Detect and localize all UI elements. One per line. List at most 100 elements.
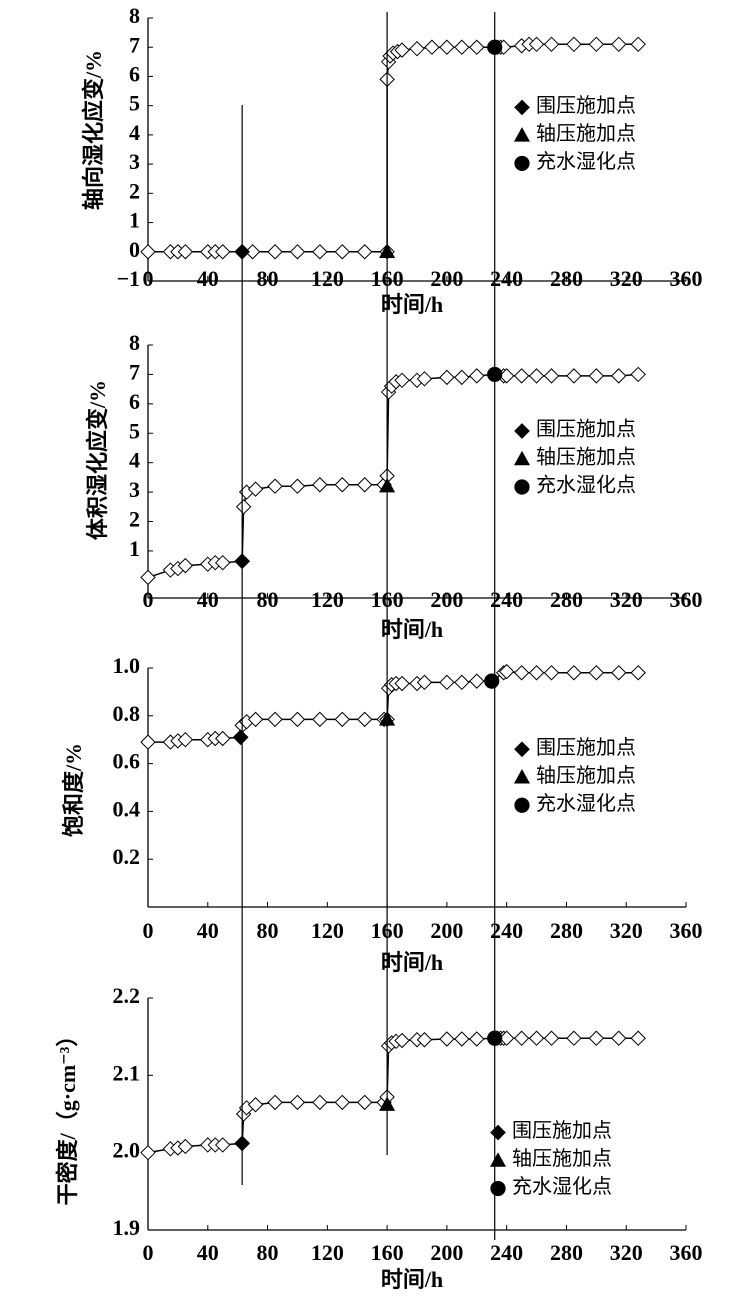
diamond-marker bbox=[177, 557, 194, 574]
diamond-marker bbox=[289, 711, 306, 728]
y-tick-label: 7 bbox=[129, 32, 140, 57]
triangle-marker bbox=[513, 450, 531, 466]
triangle-marker bbox=[513, 127, 531, 142]
diamond-marker bbox=[215, 554, 231, 571]
y-tick-label: 7 bbox=[129, 359, 140, 384]
diamond-marker bbox=[312, 711, 328, 728]
x-tick-label: 240 bbox=[490, 918, 523, 943]
diamond-marker bbox=[454, 674, 470, 691]
diamond-marker bbox=[424, 39, 440, 55]
diamond-marker bbox=[588, 36, 605, 53]
diamond-marker bbox=[543, 665, 560, 681]
diamond-marker bbox=[439, 369, 455, 386]
x-tick-label: 200 bbox=[430, 587, 463, 612]
diamond-marker bbox=[140, 569, 156, 586]
diamond-marker bbox=[543, 36, 560, 53]
diamond-marker bbox=[177, 1138, 194, 1155]
y-tick-label: 5 bbox=[129, 418, 140, 443]
diamond-marker bbox=[611, 665, 627, 681]
y-axis-title: 体积湿化应变/% bbox=[85, 380, 110, 540]
diamond-marker bbox=[416, 674, 433, 691]
diamond-marker bbox=[232, 729, 249, 746]
diamond-marker bbox=[394, 1032, 410, 1049]
y-tick-label: 1.9 bbox=[113, 1215, 141, 1240]
y-tick-label: 1 bbox=[129, 208, 140, 233]
y-tick-label: 0.2 bbox=[113, 844, 141, 869]
x-tick-label: 40 bbox=[197, 918, 219, 943]
y-tick-label: 1.0 bbox=[113, 653, 141, 678]
diamond-marker bbox=[247, 1097, 264, 1113]
diamond-marker bbox=[215, 1137, 231, 1153]
diamond-marker bbox=[528, 368, 545, 384]
x-tick-label: 320 bbox=[610, 918, 643, 943]
x-tick-label: 280 bbox=[550, 1240, 583, 1265]
y-tick-label: 2.2 bbox=[113, 983, 141, 1008]
x-tick-label: 360 bbox=[670, 587, 703, 612]
diamond-marker bbox=[416, 371, 433, 387]
x-tick-label: 80 bbox=[257, 918, 279, 943]
x-tick-label: 280 bbox=[550, 918, 583, 943]
y-tick-label: 6 bbox=[129, 61, 140, 86]
y-axis-title: 饱和度/% bbox=[61, 743, 86, 837]
x-tick-label: 320 bbox=[610, 266, 643, 291]
diamond-marker bbox=[498, 1030, 515, 1046]
diamond-marker bbox=[439, 674, 455, 691]
x-tick-label: 40 bbox=[197, 266, 219, 291]
diamond-marker bbox=[566, 665, 582, 681]
diamond-marker bbox=[588, 665, 605, 681]
triangle-marker bbox=[489, 1152, 507, 1167]
circle-marker bbox=[514, 479, 530, 495]
diamond-marker bbox=[215, 244, 231, 260]
diamond-marker bbox=[356, 711, 373, 728]
diamond-marker bbox=[140, 244, 156, 260]
diamond-marker bbox=[289, 1094, 306, 1111]
diamond-marker bbox=[566, 1030, 582, 1046]
diamond-marker bbox=[528, 665, 545, 681]
y-tick-label: 2.1 bbox=[113, 1060, 141, 1085]
y-tick-label: 2.0 bbox=[113, 1138, 141, 1163]
y-tick-label: 0.6 bbox=[113, 749, 141, 774]
y-tick-label: 4 bbox=[129, 120, 140, 145]
legend-label: 充水湿化点 bbox=[536, 792, 636, 815]
x-axis-title: 时间/h bbox=[381, 292, 443, 317]
x-tick-label: 40 bbox=[197, 587, 219, 612]
panel: 1.9 2.0 2.1 2.2 0 40 80 120 160 200 240 280 320 360 时间… bbox=[55, 983, 702, 1292]
x-tick-label: 0 bbox=[143, 266, 154, 291]
legend-label: 围压施加点 bbox=[536, 418, 636, 441]
x-tick-label: 360 bbox=[670, 266, 703, 291]
diamond-marker bbox=[416, 1032, 433, 1048]
diamond-marker bbox=[177, 731, 194, 748]
x-tick-label: 280 bbox=[550, 266, 583, 291]
diamond-marker bbox=[267, 711, 283, 728]
diamond-marker bbox=[513, 368, 530, 384]
diamond-marker bbox=[267, 478, 283, 494]
x-axis-title: 时间/h bbox=[381, 950, 443, 975]
diamond-marker bbox=[334, 244, 350, 260]
diamond-marker bbox=[630, 665, 646, 681]
x-tick-label: 240 bbox=[490, 266, 523, 291]
diamond-marker bbox=[312, 1094, 328, 1111]
legend-label: 轴压施加点 bbox=[536, 122, 636, 145]
legend-label: 轴压施加点 bbox=[536, 446, 636, 469]
diamond-marker bbox=[215, 730, 231, 747]
x-tick-label: 200 bbox=[430, 266, 463, 291]
diamond-marker bbox=[513, 1030, 530, 1046]
diamond-marker bbox=[454, 369, 470, 386]
diamond-marker bbox=[334, 711, 350, 728]
diamond-marker bbox=[394, 42, 410, 58]
circle-marker bbox=[514, 797, 530, 813]
y-tick-label: −1 bbox=[116, 266, 140, 291]
y-tick-label: 8 bbox=[129, 330, 140, 355]
diamond-marker bbox=[140, 1144, 156, 1161]
x-tick-label: 320 bbox=[610, 1240, 643, 1265]
y-tick-label: 0.8 bbox=[113, 701, 141, 726]
x-tick-label: 120 bbox=[311, 1240, 344, 1265]
diamond-marker bbox=[235, 499, 252, 515]
diamond-marker bbox=[454, 39, 470, 55]
diamond-marker bbox=[439, 39, 455, 55]
diamond-marker bbox=[514, 423, 530, 439]
diamond-marker bbox=[356, 477, 373, 493]
diamond-marker bbox=[469, 673, 485, 689]
x-tick-label: 40 bbox=[197, 1240, 219, 1265]
